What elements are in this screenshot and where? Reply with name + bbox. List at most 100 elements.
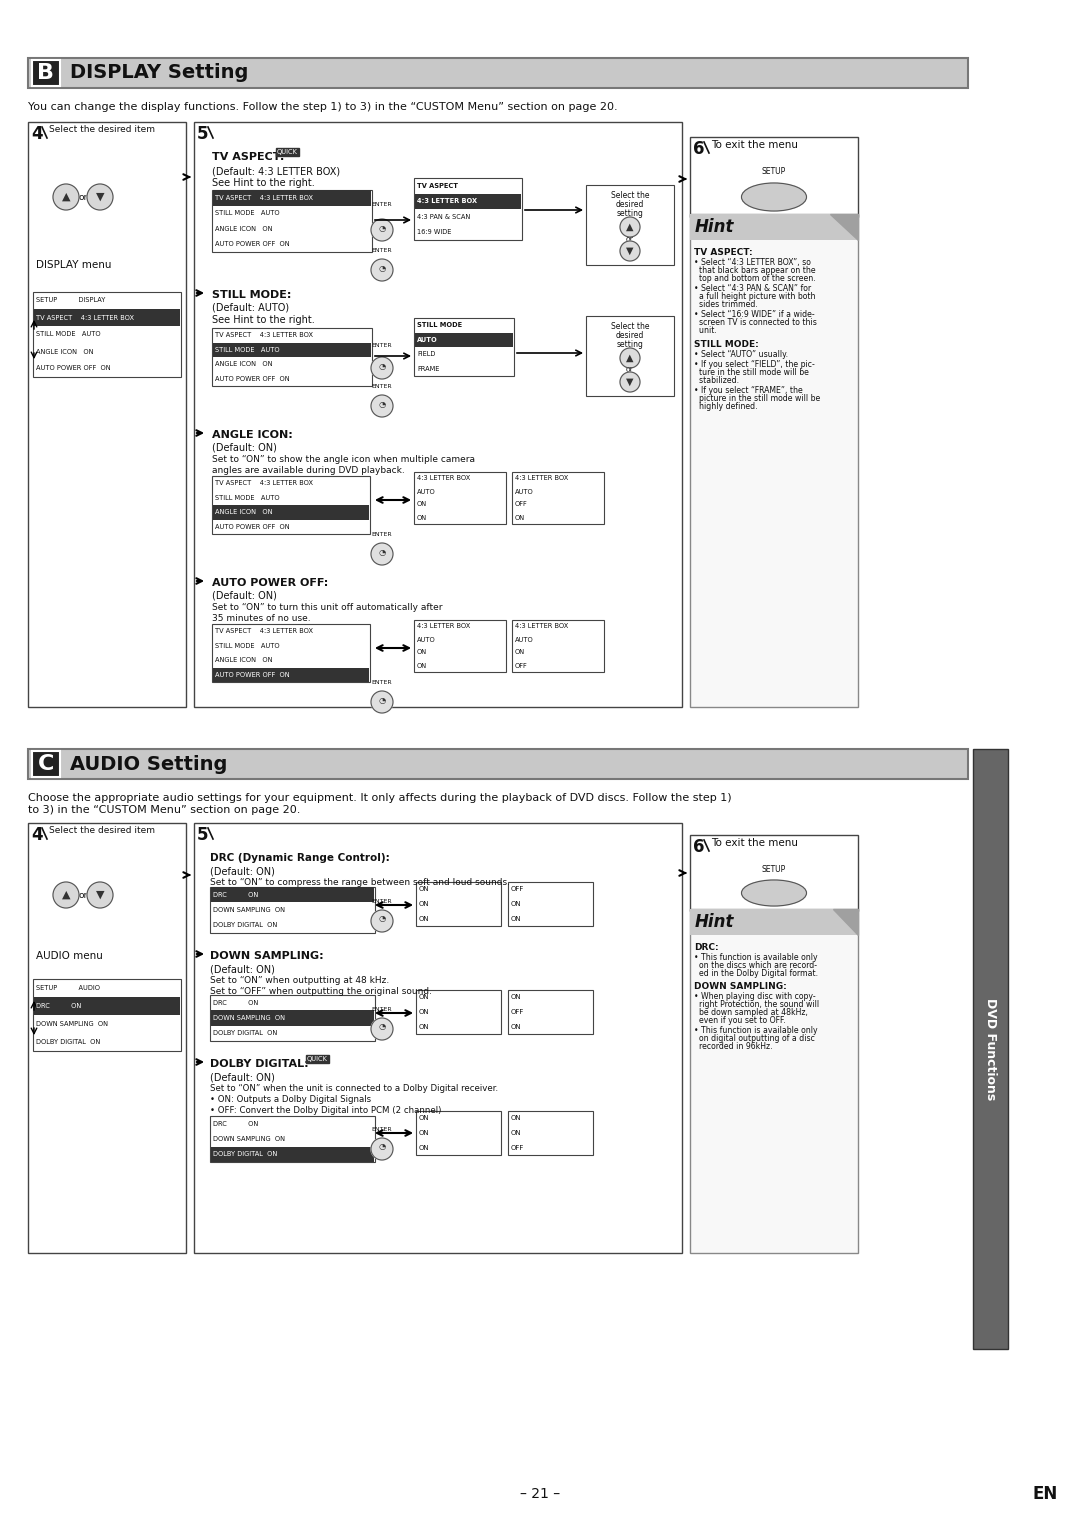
Text: top and bottom of the screen.: top and bottom of the screen. [694, 274, 815, 283]
Circle shape [620, 371, 640, 393]
Text: picture in the still mode will be: picture in the still mode will be [694, 394, 820, 403]
Text: ▼: ▼ [96, 889, 105, 900]
Text: ON: ON [419, 886, 430, 892]
Text: Set to “ON” to compress the range between soft and loud sounds.: Set to “ON” to compress the range betwee… [210, 879, 510, 886]
Text: DOWN SAMPLING  ON: DOWN SAMPLING ON [213, 1015, 285, 1021]
Text: AUTO: AUTO [515, 637, 534, 642]
Text: FRAME: FRAME [417, 365, 440, 371]
Circle shape [372, 219, 393, 241]
Text: Hint: Hint [696, 914, 734, 931]
Text: • OFF: Convert the Dolby Digital into PCM (2 channel): • OFF: Convert the Dolby Digital into PC… [210, 1106, 442, 1115]
Text: ON: ON [419, 995, 430, 1001]
Text: B: B [37, 63, 54, 83]
Text: – 21 –: – 21 – [519, 1487, 561, 1500]
Text: • Select “AUTO” usually.: • Select “AUTO” usually. [694, 350, 788, 359]
Bar [690, 138, 858, 217]
Text: desired: desired [616, 332, 644, 341]
Polygon shape [831, 214, 858, 240]
Text: • When playing disc with copy-: • When playing disc with copy- [694, 992, 815, 1001]
Text: DRC          ON: DRC ON [213, 1120, 258, 1126]
Text: • If you select “FRAME”, the: • If you select “FRAME”, the [694, 387, 802, 396]
Text: DOWN SAMPLING  ON: DOWN SAMPLING ON [36, 1021, 108, 1027]
Bar [586, 185, 674, 264]
Circle shape [87, 882, 113, 908]
Text: ON: ON [511, 995, 522, 1001]
Text: ◔: ◔ [378, 547, 386, 556]
Text: AUDIO menu: AUDIO menu [36, 950, 103, 961]
Text: ▲: ▲ [626, 222, 634, 232]
Text: FIELD: FIELD [417, 351, 435, 358]
Text: ◔: ◔ [378, 399, 386, 408]
Text: OFF: OFF [511, 1144, 525, 1151]
Text: OFF: OFF [515, 501, 528, 507]
Bar [414, 318, 514, 376]
Text: ENTER: ENTER [372, 384, 392, 390]
Bar [508, 1111, 593, 1155]
Text: • Select “16:9 WIDE” if a wide-: • Select “16:9 WIDE” if a wide- [694, 310, 814, 319]
Circle shape [372, 542, 393, 565]
Text: 4:3 LETTER BOX: 4:3 LETTER BOX [515, 623, 568, 630]
Text: DOWN SAMPLING:: DOWN SAMPLING: [210, 950, 324, 961]
Text: setting: setting [617, 341, 644, 348]
Text: Select the desired item: Select the desired item [49, 827, 156, 834]
Text: OFF: OFF [515, 663, 528, 669]
Text: STILL MODE   AUTO: STILL MODE AUTO [36, 332, 100, 338]
Text: ON: ON [511, 1024, 522, 1030]
Bar [508, 882, 593, 926]
Bar [33, 979, 181, 1051]
Bar [28, 824, 186, 1253]
Text: See Hint to the right.: See Hint to the right. [212, 177, 314, 188]
Text: DRC          ON: DRC ON [213, 892, 258, 897]
Text: DVD Functions: DVD Functions [984, 998, 997, 1100]
Text: Set to “ON” when the unit is connected to a Dolby Digital receiver.: Set to “ON” when the unit is connected t… [210, 1083, 498, 1093]
Bar [414, 620, 507, 672]
Text: DRC          ON: DRC ON [213, 999, 258, 1005]
Text: ENTER: ENTER [372, 1128, 392, 1132]
Text: ◔: ◔ [378, 1022, 386, 1031]
Text: angles are available during DVD playback.: angles are available during DVD playback… [212, 466, 405, 475]
Text: AUTO POWER OFF  ON: AUTO POWER OFF ON [36, 365, 110, 371]
Text: 16:9 WIDE: 16:9 WIDE [417, 229, 451, 235]
Text: STILL MODE   AUTO: STILL MODE AUTO [215, 347, 280, 353]
Text: ON: ON [417, 515, 427, 521]
Text: See Hint to the right.: See Hint to the right. [212, 315, 314, 325]
Polygon shape [833, 909, 858, 935]
Text: Set to “OFF” when outputting the original sound.: Set to “OFF” when outputting the origina… [210, 987, 432, 996]
Bar [512, 620, 604, 672]
Text: ON: ON [419, 1024, 430, 1030]
Circle shape [620, 217, 640, 237]
Text: ENTER: ENTER [372, 1007, 392, 1012]
Text: DOLBY DIGITAL  ON: DOLBY DIGITAL ON [213, 1030, 278, 1036]
Text: • Select “4:3 LETTER BOX”, so: • Select “4:3 LETTER BOX”, so [694, 258, 811, 267]
Bar [28, 749, 968, 779]
Text: (Default: ON): (Default: ON) [210, 866, 275, 876]
Text: 4: 4 [31, 125, 42, 144]
Text: DISPLAY Setting: DISPLAY Setting [69, 64, 248, 83]
Text: • ON: Outputs a Dolby Digital Signals: • ON: Outputs a Dolby Digital Signals [210, 1096, 372, 1105]
Bar [213, 504, 369, 520]
Bar [415, 194, 521, 209]
Text: TV ASPECT    4:3 LETTER BOX: TV ASPECT 4:3 LETTER BOX [215, 480, 313, 486]
Text: DRC (Dynamic Range Control):: DRC (Dynamic Range Control): [210, 853, 390, 863]
Text: AUTO POWER OFF  ON: AUTO POWER OFF ON [215, 524, 289, 530]
Text: 4: 4 [31, 827, 42, 843]
Text: ANGLE ICON   ON: ANGLE ICON ON [215, 509, 272, 515]
Text: AUTO: AUTO [515, 489, 534, 495]
Bar [33, 996, 180, 1015]
Text: DOLBY DIGITAL:: DOLBY DIGITAL: [210, 1059, 309, 1070]
Text: DRC          ON: DRC ON [36, 1002, 81, 1008]
Text: TV ASPECT    4:3 LETTER BOX: TV ASPECT 4:3 LETTER BOX [215, 194, 313, 200]
Bar [690, 214, 858, 707]
Text: AUTO POWER OFF  ON: AUTO POWER OFF ON [215, 376, 289, 382]
Text: 6: 6 [693, 837, 704, 856]
Bar [194, 122, 681, 707]
Text: DOWN SAMPLING  ON: DOWN SAMPLING ON [213, 1135, 285, 1141]
Bar [416, 1111, 501, 1155]
Text: ON: ON [419, 1131, 430, 1135]
Text: (Default: ON): (Default: ON) [210, 1073, 275, 1082]
Text: TV ASPECT:: TV ASPECT: [212, 151, 284, 162]
Text: To exit the menu: To exit the menu [711, 837, 798, 848]
Text: AUTO POWER OFF:: AUTO POWER OFF: [212, 578, 328, 588]
Text: (Default: ON): (Default: ON) [212, 443, 276, 452]
Text: C: C [38, 753, 54, 775]
